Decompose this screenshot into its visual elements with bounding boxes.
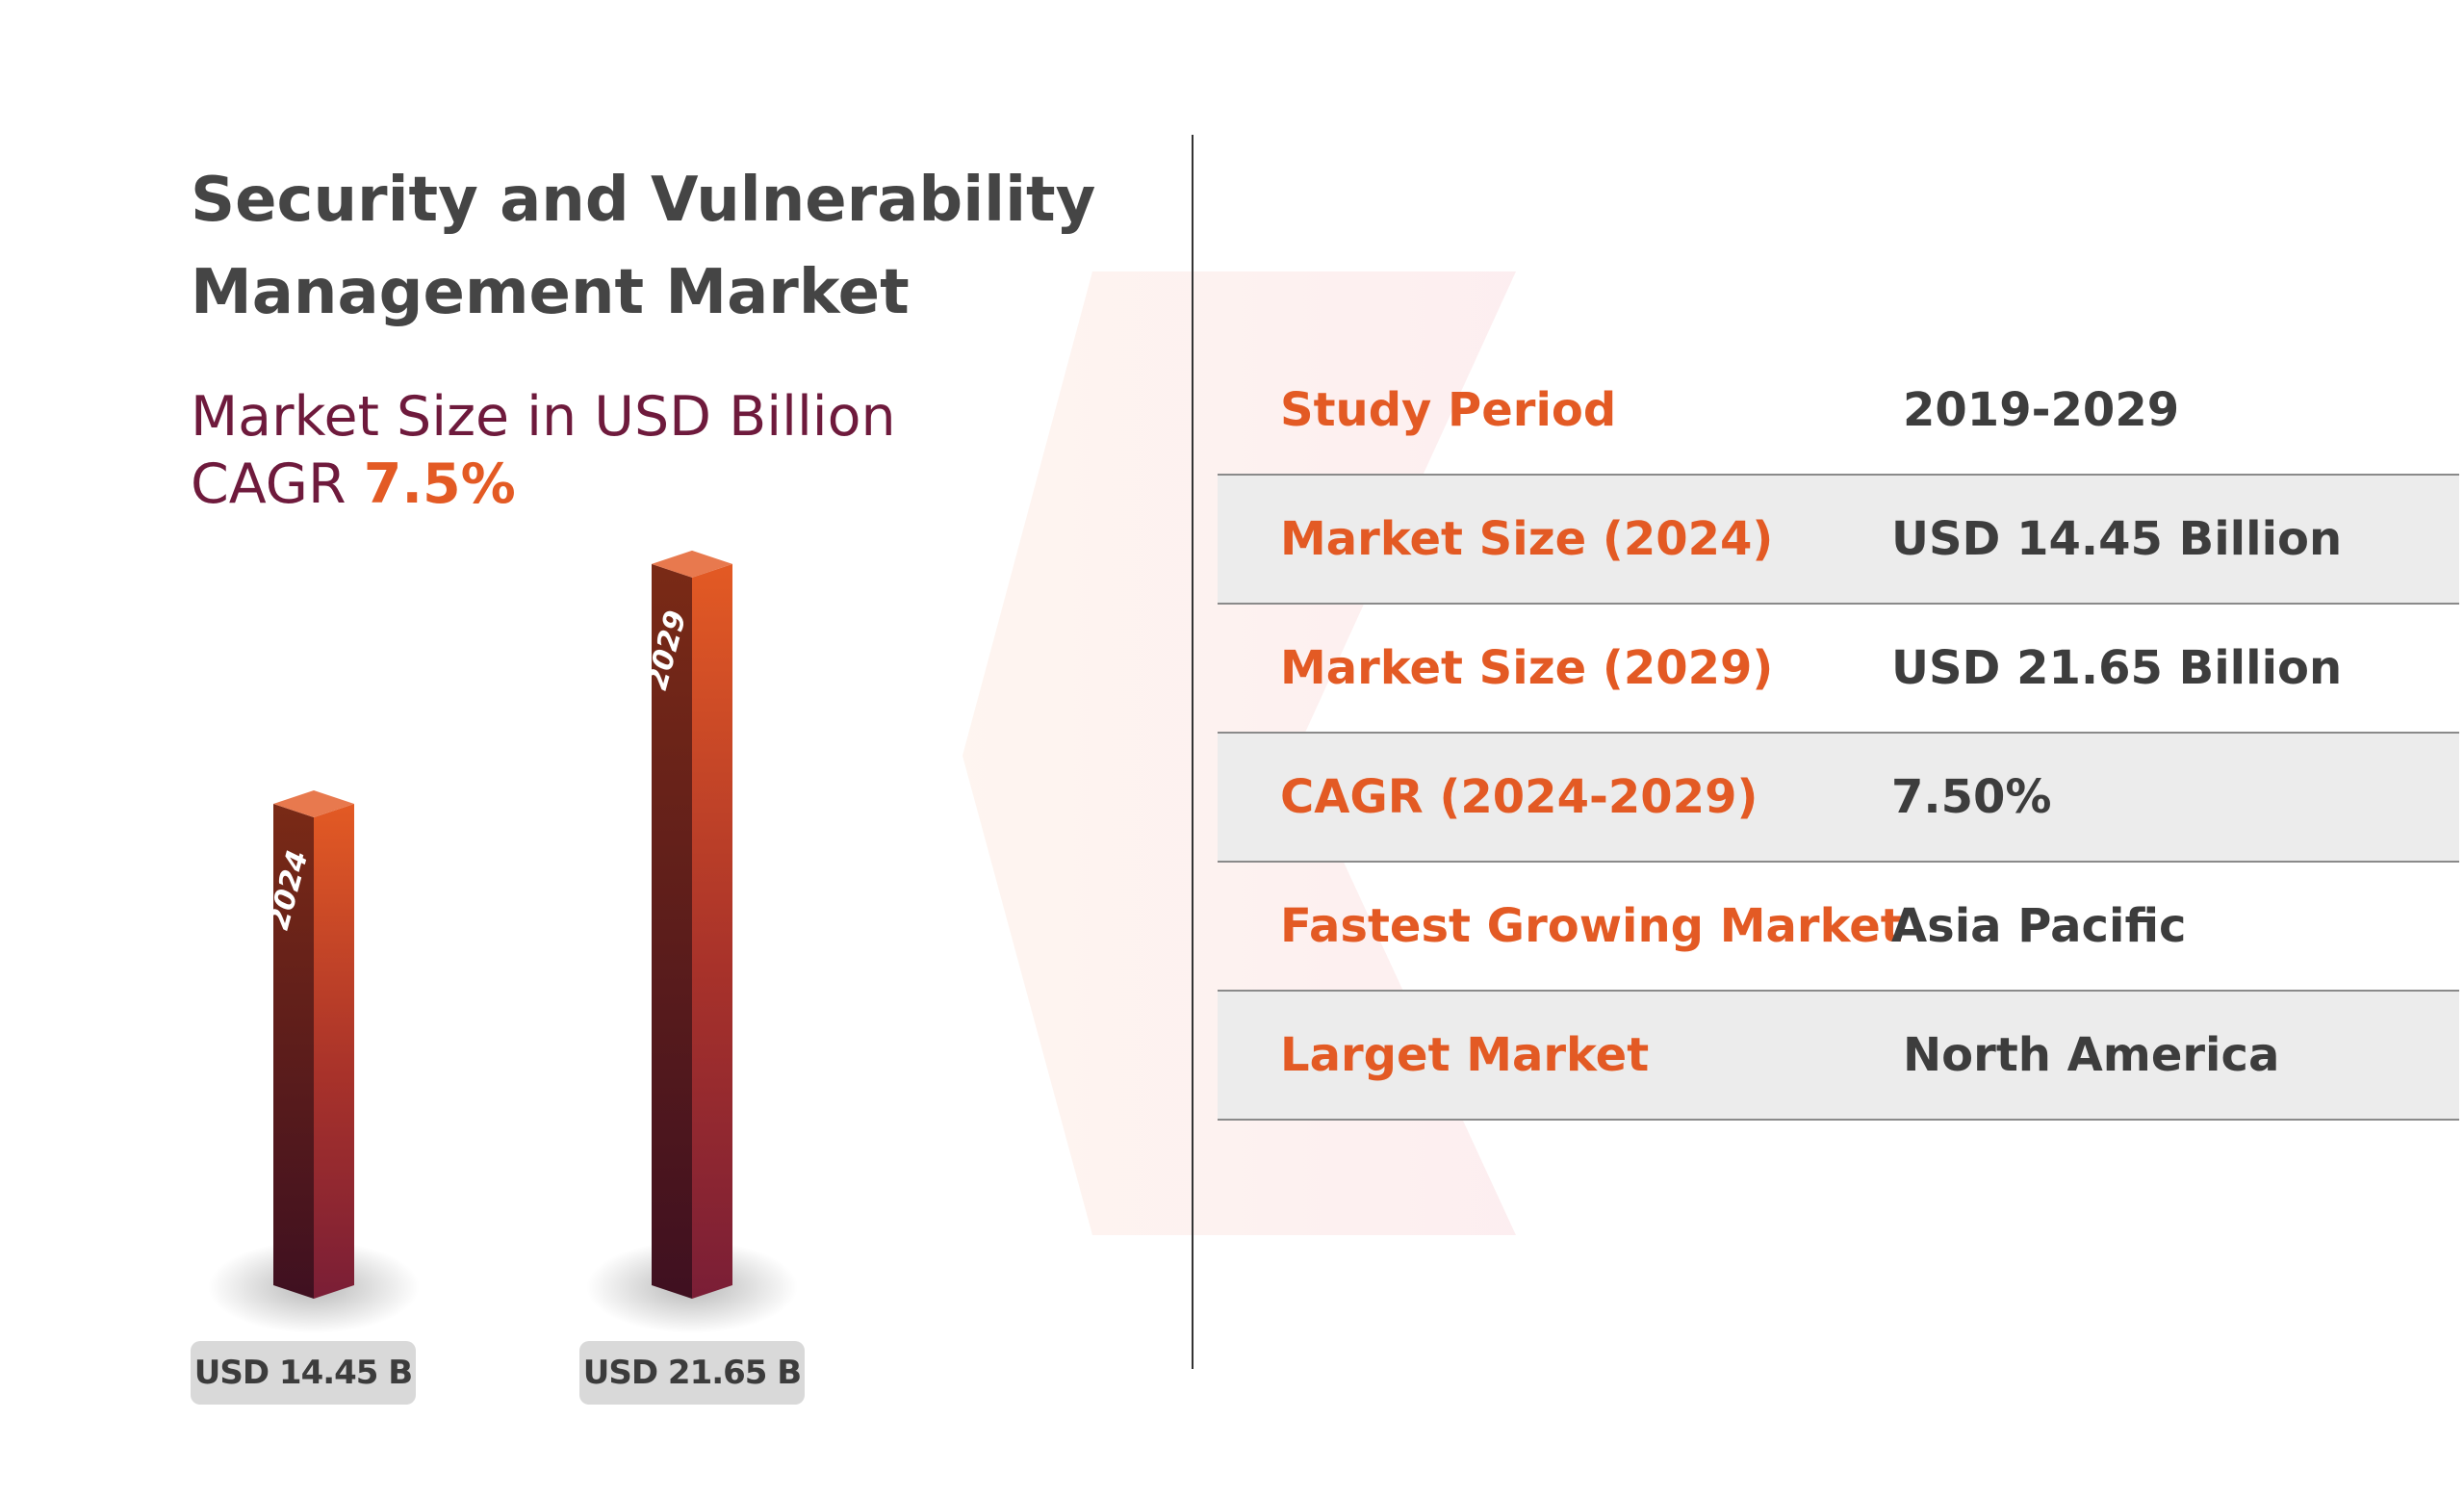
- chart-subtitle: Market Size in USD Billion: [191, 385, 896, 449]
- cagr-value: 7.5%: [363, 452, 516, 516]
- bar-2024: 2024: [208, 790, 420, 1333]
- bar-left-face: [273, 804, 314, 1299]
- row-label: Market Size (2024): [1280, 512, 1774, 566]
- row-value: 2019-2029: [1903, 383, 2180, 437]
- chart-title: Security and Vulnerability Management Ma…: [191, 165, 1096, 328]
- vertical-divider: [1192, 135, 1194, 1369]
- row-value: Asia Pacific: [1891, 899, 2187, 953]
- bar-chart: 2024 2029: [208, 550, 798, 1333]
- market-summary-table: Study Period 2019-2029 Market Size (2024…: [1218, 347, 2459, 1121]
- table-row: Market Size (2029) USD 21.65 Billion: [1218, 605, 2459, 734]
- row-value: 7.50%: [1891, 770, 2052, 824]
- table-row: Study Period 2019-2029: [1218, 347, 2459, 476]
- bar-2029: 2029: [586, 550, 798, 1333]
- row-value: North America: [1903, 1028, 2280, 1082]
- row-label: Larget Market: [1280, 1028, 1650, 1082]
- row-value: USD 14.45 Billion: [1891, 512, 2343, 566]
- bar-right-face: [692, 563, 732, 1299]
- row-label: Fastest Growing Market: [1280, 899, 1903, 953]
- bar-value-label-2029: USD 21.65 B: [579, 1341, 805, 1405]
- bar-value-label-2024: USD 14.45 B: [191, 1341, 416, 1405]
- bar-top-face: [273, 790, 354, 818]
- table-row: Market Size (2024) USD 14.45 Billion: [1218, 476, 2459, 605]
- cagr-prefix: CAGR: [191, 452, 346, 516]
- row-label: CAGR (2024-2029): [1280, 770, 1758, 824]
- row-label: Market Size (2029): [1280, 641, 1774, 695]
- bar-right-face: [314, 804, 354, 1299]
- table-row: Fastest Growing Market Asia Pacific: [1218, 863, 2459, 992]
- table-row: Larget Market North America: [1218, 992, 2459, 1121]
- bar-left-face: [652, 563, 692, 1299]
- row-value: USD 21.65 Billion: [1891, 641, 2343, 695]
- bar-top-face: [652, 550, 732, 578]
- cagr-text: CAGR 7.5%: [191, 451, 516, 518]
- row-label: Study Period: [1280, 383, 1617, 437]
- table-row: CAGR (2024-2029) 7.50%: [1218, 734, 2459, 863]
